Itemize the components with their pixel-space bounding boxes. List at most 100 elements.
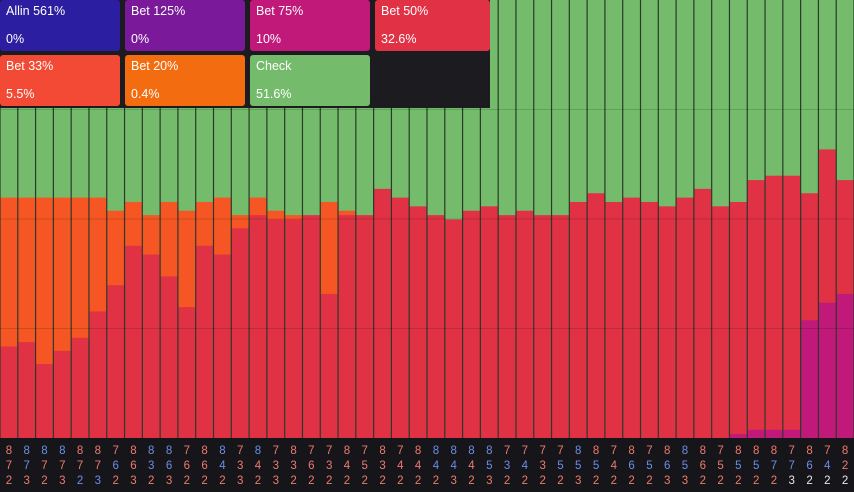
bar-segment-bet33[interactable] <box>53 197 71 351</box>
bar-segment-bet50[interactable] <box>605 201 623 438</box>
bar-segment-bet50[interactable] <box>267 219 285 438</box>
board-label[interactable]: 8 3 2 <box>285 444 303 489</box>
bar-segment-check[interactable] <box>765 0 783 176</box>
bar-segment-bet50[interactable] <box>819 148 836 303</box>
board-label[interactable]: 7 7 3 <box>783 444 801 489</box>
bar-segment-bet50[interactable] <box>427 214 445 438</box>
bar-segment-bet50[interactable] <box>445 219 462 438</box>
bar-segment-check[interactable] <box>712 0 729 207</box>
bar-segment-bet33[interactable] <box>160 201 178 277</box>
bar-segment-check[interactable] <box>569 0 587 202</box>
bar-segment-bet50[interactable] <box>409 205 427 438</box>
bar-segment-bet33[interactable] <box>71 197 89 338</box>
bar-segment-check[interactable] <box>801 0 818 194</box>
bar-segment-check[interactable] <box>819 0 836 150</box>
bar-segment-bet50[interactable] <box>107 284 124 438</box>
bar-segment-bet50[interactable] <box>569 201 587 438</box>
bar-segment-check[interactable] <box>676 0 694 198</box>
bar-segment-check[interactable] <box>516 0 534 211</box>
bar-segment-bet50[interactable] <box>53 350 71 438</box>
bar-segment-bet50[interactable] <box>125 245 142 438</box>
bar-segment-bet50[interactable] <box>463 210 480 438</box>
bar-segment-bet75[interactable] <box>730 433 747 438</box>
board-label[interactable]: 8 6 2 <box>196 444 214 489</box>
bar-segment-bet50[interactable] <box>498 214 516 438</box>
bar-segment-check[interactable] <box>498 0 516 216</box>
legend-tile-bet-50[interactable]: Bet 50% 32.6% <box>375 0 490 51</box>
bar-segment-bet33[interactable] <box>18 197 35 343</box>
board-label[interactable]: 8 7 3 <box>18 444 36 489</box>
board-label[interactable]: 8 3 2 <box>374 444 392 489</box>
bar-segment-bet50[interactable] <box>249 214 267 438</box>
board-label[interactable]: 7 6 2 <box>302 444 320 489</box>
bar-segment-bet50[interactable] <box>303 214 320 438</box>
board-label[interactable]: 8 6 3 <box>658 444 676 489</box>
board-label[interactable]: 8 7 3 <box>53 444 71 489</box>
board-label[interactable]: 8 6 3 <box>124 444 142 489</box>
bar-segment-bet50[interactable] <box>196 245 213 438</box>
bar-segment-bet50[interactable] <box>18 341 35 438</box>
bar-segment-bet50[interactable] <box>801 192 818 321</box>
bar-segment-bet33[interactable] <box>142 214 160 255</box>
board-label[interactable]: 8 3 2 <box>142 444 160 489</box>
bar-segment-check[interactable] <box>587 0 605 194</box>
bar-segment-bet33[interactable] <box>178 210 196 308</box>
bar-segment-bet33[interactable] <box>0 197 18 347</box>
legend-tile-bet-20[interactable]: Bet 20% 0.4% <box>125 55 245 106</box>
board-label[interactable]: 8 7 3 <box>89 444 107 489</box>
bar-segment-bet50[interactable] <box>356 214 374 438</box>
board-label[interactable]: 8 4 2 <box>462 444 480 489</box>
board-label[interactable]: 8 7 2 <box>71 444 89 489</box>
bar-segment-bet50[interactable] <box>89 310 107 438</box>
board-label[interactable]: 8 4 2 <box>409 444 427 489</box>
bar-segment-bet50[interactable] <box>374 188 391 438</box>
bar-segment-bet50[interactable] <box>641 201 658 438</box>
board-label[interactable]: 7 4 2 <box>391 444 409 489</box>
board-label[interactable]: 8 5 3 <box>676 444 694 489</box>
board-label[interactable]: 8 5 3 <box>569 444 587 489</box>
bar-segment-bet50[interactable] <box>676 197 694 438</box>
bar-segment-check[interactable] <box>605 0 623 202</box>
bar-segment-bet33[interactable] <box>231 214 249 229</box>
board-label[interactable]: 7 6 2 <box>107 444 125 489</box>
legend-tile-check[interactable]: Check 51.6% <box>250 55 370 106</box>
bar-segment-bet50[interactable] <box>747 179 765 430</box>
bar-segment-bet50[interactable] <box>231 227 249 438</box>
bar-segment-bet75[interactable] <box>801 319 818 438</box>
legend-tile-bet-75[interactable]: Bet 75% 10% <box>250 0 370 51</box>
legend-tile-allin-561[interactable]: Allin 561% 0% <box>0 0 120 51</box>
bar-segment-check[interactable] <box>658 0 676 207</box>
bar-segment-bet50[interactable] <box>285 219 302 438</box>
bar-segment-bet50[interactable] <box>534 214 551 438</box>
board-label[interactable]: 8 7 2 <box>765 444 783 489</box>
board-label[interactable]: 8 4 2 <box>427 444 445 489</box>
board-label[interactable]: 7 4 2 <box>516 444 534 489</box>
bar-segment-bet75[interactable] <box>747 429 765 438</box>
bar-segment-bet50[interactable] <box>142 254 160 438</box>
bar-segment-check[interactable] <box>534 0 551 216</box>
bar-segment-bet50[interactable] <box>836 179 854 294</box>
bar-segment-bet33[interactable] <box>267 210 285 220</box>
board-label[interactable]: 8 5 2 <box>747 444 765 489</box>
board-label[interactable]: 8 5 3 <box>480 444 498 489</box>
bar-segment-bet50[interactable] <box>730 201 747 435</box>
bar-segment-check[interactable] <box>641 0 658 202</box>
board-label[interactable]: 8 6 2 <box>801 444 819 489</box>
board-label[interactable]: 7 3 2 <box>320 444 338 489</box>
bar-segment-bet33[interactable] <box>338 210 356 216</box>
bar-segment-bet50[interactable] <box>623 197 640 438</box>
bar-segment-check[interactable] <box>783 0 801 176</box>
legend-tile-bet-125[interactable]: Bet 125% 0% <box>125 0 245 51</box>
bar-segment-bet50[interactable] <box>587 192 605 438</box>
bar-segment-bet33[interactable] <box>320 201 338 294</box>
bar-segment-bet50[interactable] <box>71 337 89 438</box>
board-label[interactable]: 7 3 3 <box>231 444 249 489</box>
bar-segment-check[interactable] <box>836 0 854 181</box>
board-label[interactable]: 8 4 3 <box>445 444 463 489</box>
bar-segment-bet33[interactable] <box>214 197 231 255</box>
board-label[interactable]: 7 5 2 <box>551 444 569 489</box>
board-label[interactable]: 8 7 2 <box>35 444 53 489</box>
board-label[interactable]: 8 5 2 <box>587 444 605 489</box>
bar-segment-bet50[interactable] <box>160 275 178 438</box>
board-label[interactable]: 8 4 2 <box>338 444 356 489</box>
